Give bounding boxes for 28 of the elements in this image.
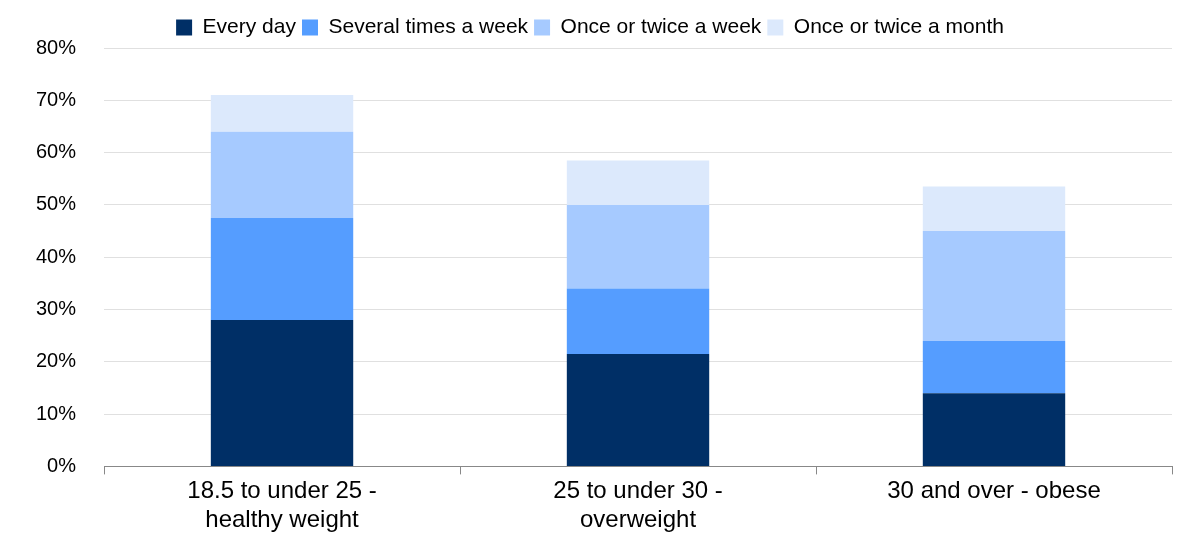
y-tick-label: 20%: [36, 349, 77, 372]
bar: [210, 217, 354, 320]
y-tick-label: 80%: [36, 35, 77, 58]
y-tick-label: 70%: [36, 87, 77, 110]
x-tick-label: 30 and over - obese: [887, 476, 1101, 504]
y-tick-label: 30%: [36, 297, 77, 320]
legend-label: Several times a week: [328, 14, 529, 38]
bar: [922, 340, 1066, 394]
x-tick-label: 18.5 to under 25 - healthy weight: [187, 476, 377, 533]
x-tick-label: 25 to under 30 - overweight: [553, 476, 723, 533]
legend-label: Once or twice a week: [560, 14, 762, 38]
bar: [566, 160, 710, 205]
legend-label: Every day: [202, 14, 297, 38]
bar: [922, 186, 1066, 232]
y-tick-label: 10%: [36, 401, 77, 424]
bar: [566, 204, 710, 289]
y-tick-label: 60%: [36, 140, 77, 163]
y-tick-label: 40%: [36, 244, 77, 267]
bar: [210, 95, 354, 132]
bar: [922, 231, 1066, 341]
bar: [922, 393, 1066, 466]
bar: [210, 131, 354, 218]
legend-label: Once or twice a month: [793, 14, 1004, 38]
bar: [566, 353, 710, 466]
bar: [566, 288, 710, 354]
y-tick-label: 0%: [47, 453, 77, 476]
bar: [210, 319, 354, 466]
y-tick-label: 50%: [36, 192, 77, 215]
